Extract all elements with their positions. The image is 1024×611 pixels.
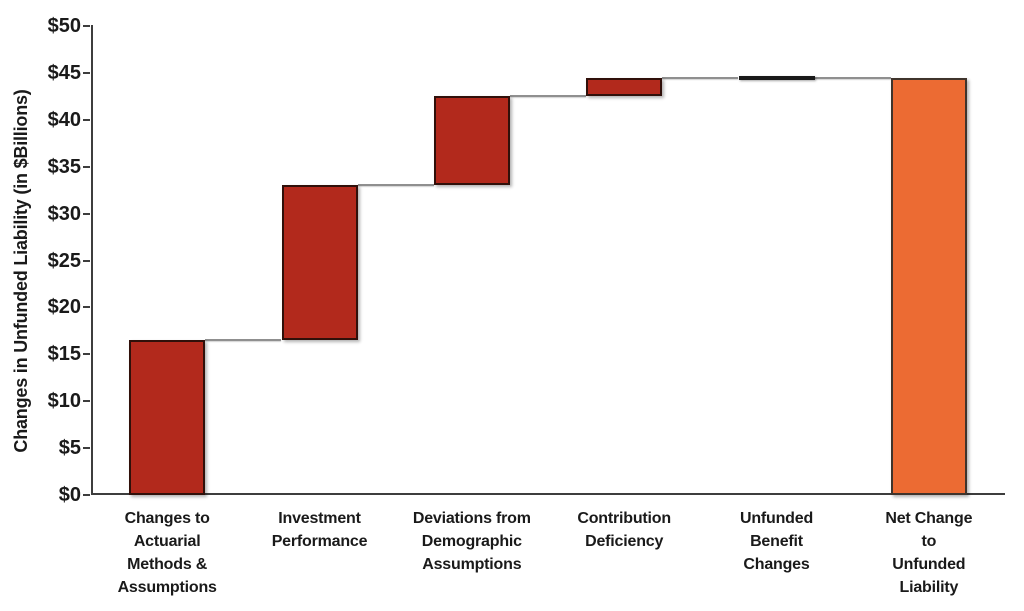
waterfall-bar-2: [281, 185, 358, 341]
y-tick-mark: [83, 447, 90, 450]
x-axis-line: [91, 493, 1005, 495]
y-axis-line: [91, 25, 93, 495]
x-category-label-6: Net Change to Unfunded Liability: [885, 510, 973, 596]
plot-area: $0 $5 $10 $15 $20 $25 $30 $35 $40 $45 $50: [48, 15, 1005, 506]
y-tick-label: $30: [47, 202, 81, 225]
waterfall-bar-1: [129, 340, 206, 495]
y-tick-label: $35: [47, 155, 81, 178]
waterfall-bar-5: [738, 75, 815, 80]
y-tick-mark: [83, 306, 90, 309]
y-tick-label: $15: [47, 343, 81, 366]
y-tick-label: $20: [47, 296, 81, 319]
y-tick-mark: [83, 118, 90, 121]
y-tick-mark: [83, 212, 90, 215]
y-tick-mark: [83, 494, 90, 496]
y-tick-mark: [83, 71, 90, 74]
y-tick-label: $45: [47, 61, 81, 84]
waterfall-connector-4: [662, 76, 739, 79]
y-tick-mark: [83, 400, 90, 403]
waterfall-connector-2: [357, 184, 434, 187]
x-category-label-1: Changes to Actuarial Methods & Assumptio…: [117, 510, 217, 596]
x-axis-labels: Changes to Actuarial Methods & Assumptio…: [91, 507, 1005, 607]
waterfall-connector-5: [814, 76, 891, 79]
waterfall-connector-1: [205, 339, 282, 342]
y-tick-label: $0: [58, 484, 81, 506]
x-category-label-3: Deviations from Demographic Assumptions: [412, 510, 531, 573]
waterfall-connector-3: [509, 95, 587, 98]
y-tick-label: $25: [47, 249, 81, 272]
waterfall-bar-3: [433, 96, 510, 186]
y-tick-label: $50: [47, 15, 81, 37]
y-tick-label: $5: [58, 437, 81, 460]
y-tick-label: $40: [47, 108, 81, 131]
y-tick-label: $10: [47, 390, 81, 413]
x-category-label-5: Unfunded Benefit Changes: [739, 510, 814, 573]
waterfall-bar-6: [890, 77, 967, 495]
waterfall-bar-4: [586, 77, 663, 97]
y-tick-mark: [83, 165, 90, 168]
y-tick-mark: [83, 25, 90, 27]
x-category-label-2: Investment Performance: [271, 510, 368, 550]
x-category-label-4: Contribution Deficiency: [577, 510, 671, 550]
y-tick-mark: [83, 259, 90, 262]
y-tick-mark: [83, 353, 90, 356]
